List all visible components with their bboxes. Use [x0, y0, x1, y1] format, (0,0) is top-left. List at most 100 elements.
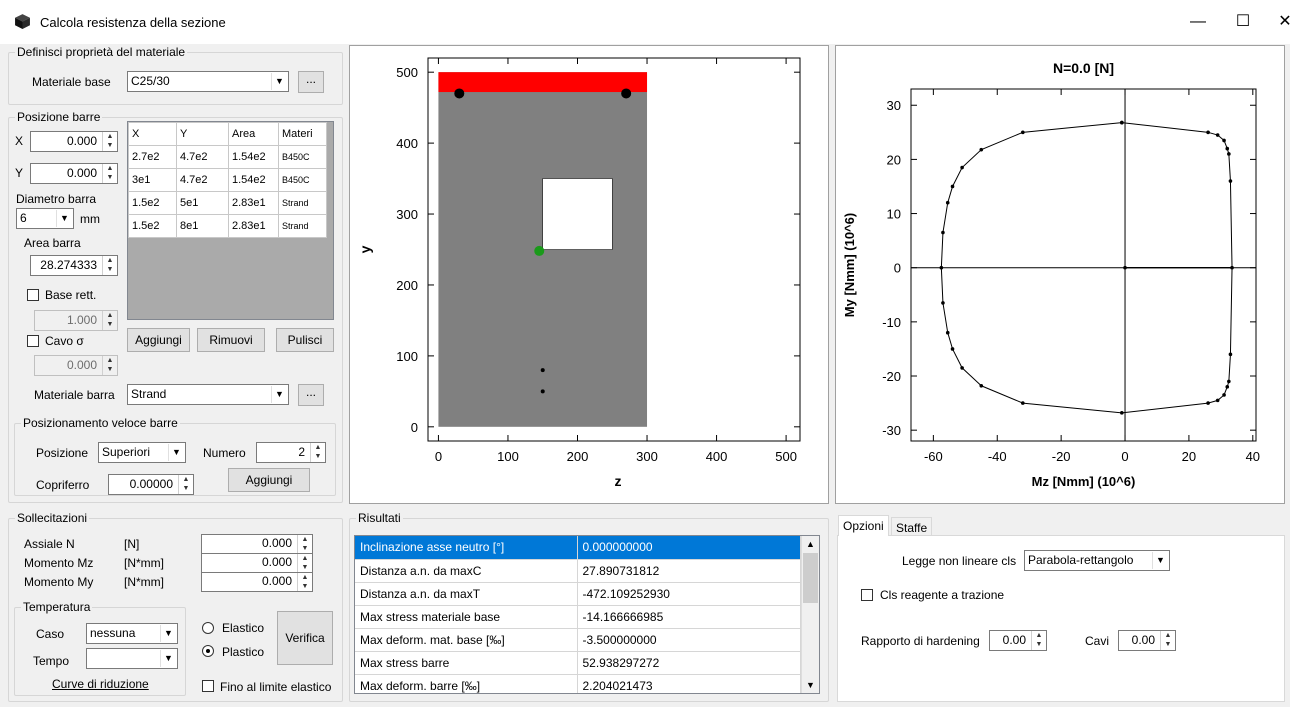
- table-row[interactable]: 1.5e2 5e1 2.83e1 Strand: [128, 191, 327, 215]
- spin-updown-icon[interactable]: ▲ ▼: [1031, 631, 1046, 650]
- result-row[interactable]: Max deform. mat. base [‰] -3.500000000: [355, 628, 801, 652]
- spin-updown-icon[interactable]: ▲ ▼: [297, 554, 312, 572]
- tab-staffe[interactable]: Staffe: [891, 517, 933, 538]
- maximize-icon[interactable]: ☐: [1235, 13, 1251, 30]
- domain-point[interactable]: [979, 147, 984, 152]
- tension-checkbox[interactable]: [861, 589, 873, 601]
- base-rett-input[interactable]: 1.000 ▲ ▼: [34, 310, 118, 331]
- domain-point[interactable]: [1215, 398, 1220, 403]
- scroll-up-icon[interactable]: ▲: [806, 539, 815, 549]
- rebar-point[interactable]: [540, 368, 545, 373]
- results-scrollbar[interactable]: ▲ ▼: [801, 536, 819, 693]
- spin-updown-icon[interactable]: ▲ ▼: [297, 573, 312, 591]
- result-row[interactable]: Max deform. barre [‰] 2.204021473: [355, 674, 801, 693]
- load-input[interactable]: 0.000 ▲ ▼: [201, 572, 313, 592]
- scroll-thumb[interactable]: [803, 553, 818, 603]
- plastic-radio[interactable]: [202, 645, 214, 657]
- domain-point[interactable]: [1227, 379, 1231, 384]
- spin-updown-icon[interactable]: ▲ ▼: [102, 256, 117, 275]
- column-header[interactable]: X: [128, 122, 177, 146]
- domain-point[interactable]: [1021, 401, 1025, 405]
- column-header[interactable]: Materi: [278, 122, 327, 146]
- spin-updown-icon[interactable]: ▲ ▼: [102, 164, 117, 183]
- hardening-input[interactable]: 0.00 ▲ ▼: [989, 630, 1047, 651]
- bar-material-select[interactable]: Strand ▼: [127, 384, 289, 405]
- domain-point[interactable]: [950, 184, 955, 189]
- spin-updown-icon[interactable]: ▲ ▼: [102, 132, 117, 151]
- spin-updown-icon[interactable]: ▲ ▼: [102, 311, 117, 330]
- domain-point[interactable]: [1227, 152, 1231, 156]
- rebar-point[interactable]: [540, 389, 545, 394]
- interaction-chart[interactable]: -60 -40 -20 0 20 40 -30 -20 -10 0 10 20 30 N=0.0 [N] M…: [836, 46, 1284, 503]
- table-row[interactable]: 3e1 4.7e2 1.54e2 B450C: [128, 168, 327, 192]
- result-row[interactable]: Distanza a.n. da maxC 27.890731812: [355, 559, 801, 583]
- base-rett-checkbox[interactable]: [27, 289, 39, 301]
- close-icon[interactable]: ✕: [1278, 13, 1290, 30]
- table-row[interactable]: 1.5e2 8e1 2.83e1 Strand: [128, 214, 327, 238]
- domain-point[interactable]: [945, 330, 950, 335]
- domain-point[interactable]: [979, 383, 984, 388]
- result-row[interactable]: Inclinazione asse neutro [°] 0.000000000: [355, 536, 801, 560]
- add-bar-button[interactable]: Aggiungi: [127, 328, 190, 352]
- elastic-limit-checkbox[interactable]: [202, 680, 214, 692]
- column-header[interactable]: Area: [228, 122, 279, 146]
- domain-point[interactable]: [960, 366, 964, 370]
- domain-point[interactable]: [1228, 352, 1233, 357]
- domain-point[interactable]: [1206, 401, 1210, 405]
- domain-point[interactable]: [1230, 265, 1234, 270]
- domain-point[interactable]: [1225, 385, 1230, 389]
- verify-button[interactable]: Verifica: [277, 611, 333, 665]
- result-row[interactable]: Distanza a.n. da maxT -472.109252930: [355, 582, 801, 606]
- spin-updown-icon[interactable]: ▲ ▼: [310, 443, 325, 462]
- domain-point[interactable]: [1215, 133, 1220, 137]
- results-table[interactable]: Inclinazione asse neutro [°] 0.000000000 D…: [354, 535, 820, 694]
- y-input[interactable]: 0.000 ▲ ▼: [30, 163, 118, 184]
- spin-updown-icon[interactable]: ▲ ▼: [1160, 631, 1175, 650]
- cavo-checkbox[interactable]: [27, 335, 39, 347]
- caso-select[interactable]: nessuna ▼: [86, 623, 178, 644]
- area-input[interactable]: 28.274333 ▲ ▼: [30, 255, 118, 276]
- domain-point[interactable]: [1206, 130, 1210, 135]
- domain-point[interactable]: [941, 230, 945, 235]
- quick-add-button[interactable]: Aggiungi: [228, 468, 310, 492]
- spin-updown-icon[interactable]: ▲ ▼: [178, 475, 193, 494]
- number-input[interactable]: 2 ▲ ▼: [256, 442, 326, 463]
- tempo-select[interactable]: ▼: [86, 648, 178, 669]
- scroll-down-icon[interactable]: ▼: [806, 680, 815, 690]
- clear-bars-button[interactable]: Pulisci: [276, 328, 334, 352]
- domain-point[interactable]: [960, 165, 964, 170]
- domain-point[interactable]: [1222, 138, 1226, 143]
- domain-point[interactable]: [950, 347, 955, 351]
- domain-point[interactable]: [939, 265, 944, 270]
- elastic-radio[interactable]: [202, 622, 214, 634]
- minimize-icon[interactable]: —: [1190, 13, 1206, 30]
- rebar-point[interactable]: [454, 88, 465, 99]
- section-chart[interactable]: 0 100 200 300 400 500 0 100 200 300 400 500 z y: [350, 46, 828, 503]
- cavo-input[interactable]: 0.000 ▲ ▼: [34, 355, 118, 376]
- remove-bar-button[interactable]: Rimuovi: [197, 328, 265, 352]
- material-more-button[interactable]: ...: [298, 71, 324, 93]
- rebar-point[interactable]: [621, 88, 632, 99]
- spin-updown-icon[interactable]: ▲ ▼: [102, 356, 117, 375]
- spin-updown-icon[interactable]: ▲ ▼: [297, 535, 312, 553]
- domain-point[interactable]: [1228, 179, 1233, 183]
- bars-table[interactable]: X Y Area Materi 2.7e2 4.7e2 1.54e2 B450C 3e1 4.7e…: [127, 121, 334, 320]
- cover-input[interactable]: 0.00000 ▲ ▼: [108, 474, 194, 495]
- domain-point[interactable]: [1120, 411, 1124, 415]
- result-row[interactable]: Max stress materiale base -14.166666985: [355, 605, 801, 629]
- domain-point[interactable]: [1120, 120, 1124, 125]
- tab-options[interactable]: Opzioni: [838, 515, 889, 536]
- cavi-input[interactable]: 0.00 ▲ ▼: [1118, 630, 1176, 651]
- result-row[interactable]: Max stress barre 52.938297272: [355, 651, 801, 675]
- table-row[interactable]: 2.7e2 4.7e2 1.54e2 B450C: [128, 145, 327, 169]
- law-select[interactable]: Parabola-rettangolo ▼: [1024, 550, 1170, 571]
- x-input[interactable]: 0.000 ▲ ▼: [30, 131, 118, 152]
- load-input[interactable]: 0.000 ▲ ▼: [201, 553, 313, 573]
- diameter-select[interactable]: 6 ▼: [16, 208, 74, 229]
- domain-point[interactable]: [1222, 393, 1226, 397]
- position-select[interactable]: Superiori ▼: [98, 442, 186, 463]
- domain-point[interactable]: [1021, 130, 1025, 135]
- domain-point[interactable]: [945, 200, 950, 205]
- domain-point[interactable]: [1225, 146, 1230, 151]
- base-material-select[interactable]: C25/30 ▼: [127, 71, 289, 92]
